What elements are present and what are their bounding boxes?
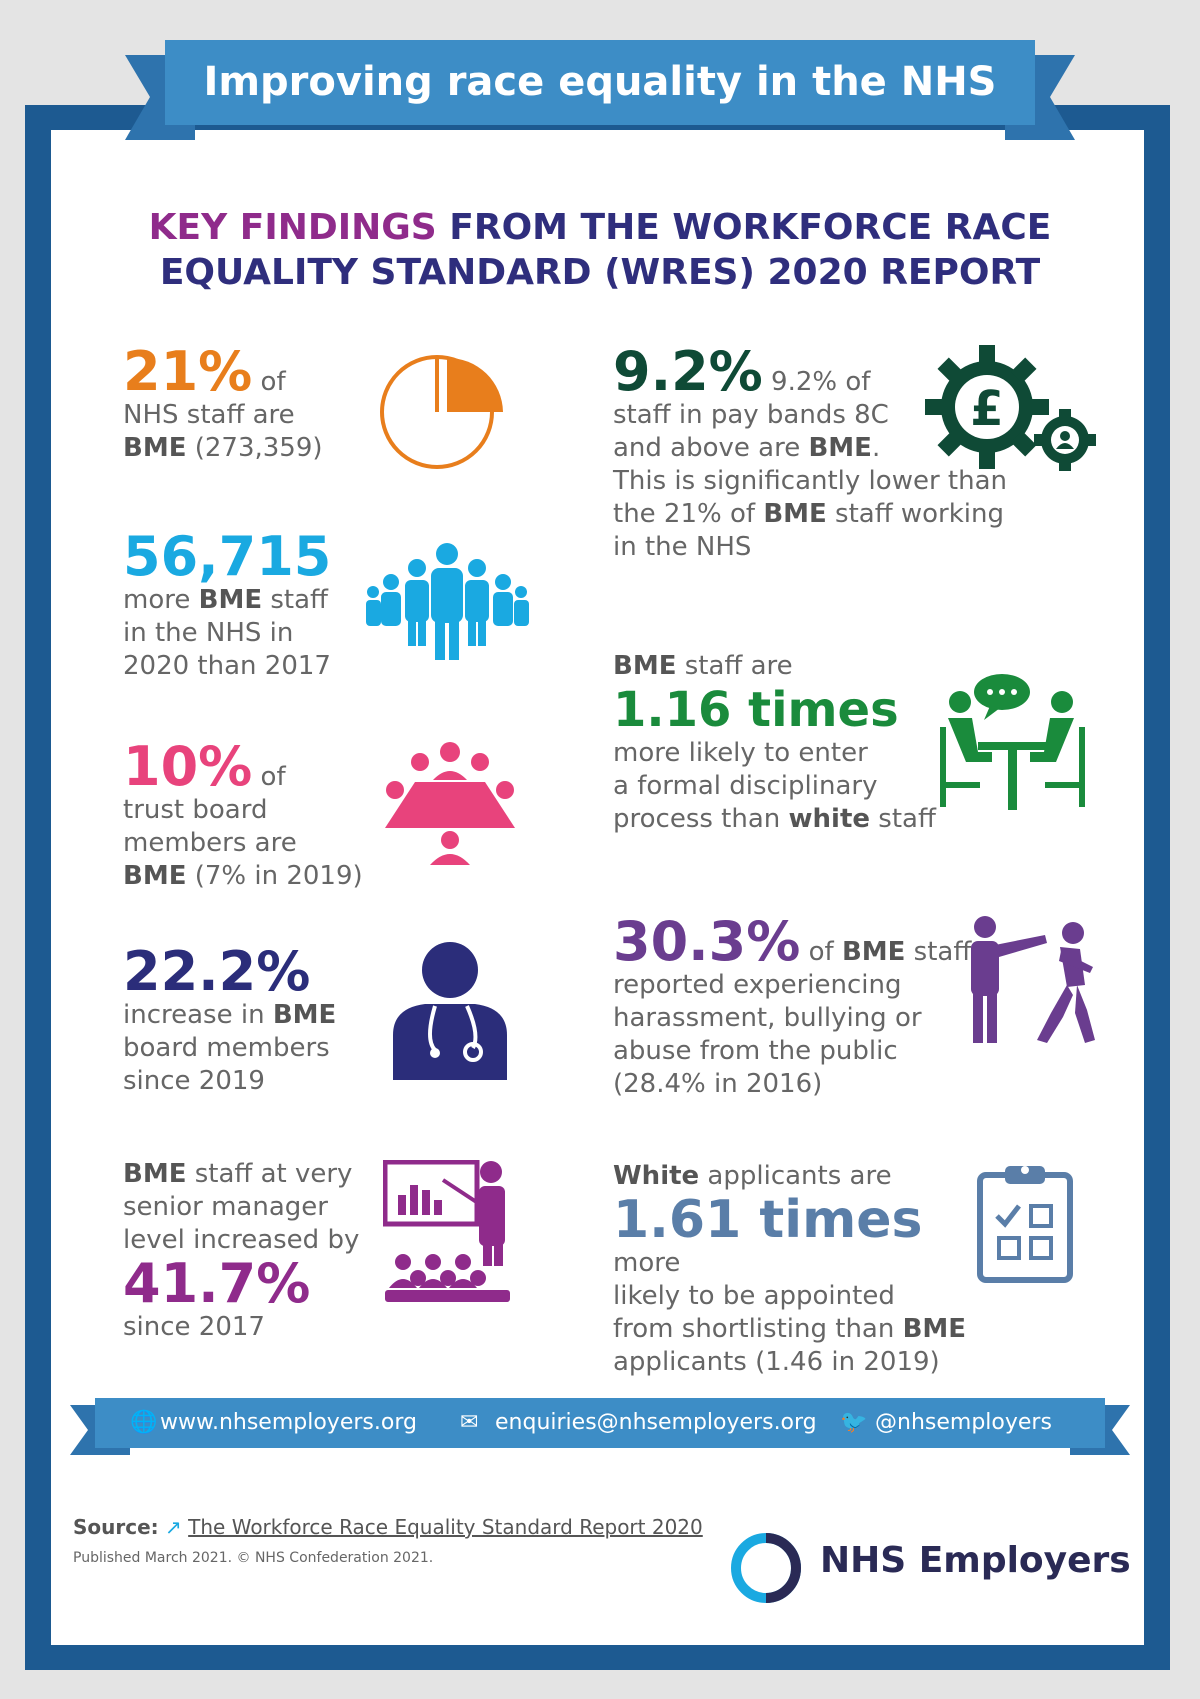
pie-chart-icon bbox=[380, 355, 503, 469]
stat-senior-manager: BME staff at very senior manager level i… bbox=[123, 1159, 360, 1342]
svg-text:£: £ bbox=[970, 381, 1003, 437]
nhs-employers-logo-icon bbox=[731, 1533, 801, 1603]
presentation-icon bbox=[383, 1160, 510, 1302]
nhs-employers-logo[interactable]: NHS Employers bbox=[820, 1540, 1131, 1581]
stat-pay-bands: 9.2% 9.2% of staff in pay bands 8C and a… bbox=[613, 340, 1007, 563]
envelope-icon: ✉ bbox=[460, 1410, 479, 1435]
crowd-icon bbox=[366, 543, 529, 660]
stat-harassment: 30.3% of BME staff reported experiencing… bbox=[613, 910, 972, 1100]
website-link[interactable]: www.nhsemployers.org bbox=[160, 1410, 417, 1435]
boardroom-icon bbox=[385, 742, 515, 865]
doctor-icon bbox=[393, 942, 507, 1080]
email-link[interactable]: enquiries@nhsemployers.org bbox=[495, 1410, 817, 1435]
source-line: Source: ↗ The Workforce Race Equality St… bbox=[73, 1515, 703, 1539]
external-link-icon: ↗ bbox=[165, 1515, 182, 1539]
contact-bar: 🌐 www.nhsemployers.org ✉ enquiries@nhsem… bbox=[95, 1398, 1105, 1448]
twitter-icon: 🐦 bbox=[840, 1410, 868, 1435]
stat-board-increase: 22.2% increase in BME board members sinc… bbox=[123, 940, 337, 1097]
stat-more-bme-staff: 56,715 more BME staff in the NHS in 2020… bbox=[123, 525, 332, 682]
pound-gear-icon: £ bbox=[925, 345, 1096, 471]
key-findings-heading: KEY FINDINGS FROM THE WORKFORCE RACE EQU… bbox=[148, 207, 1052, 293]
stat-appointments: White applicants are 1.61 times more lik… bbox=[613, 1161, 967, 1377]
meeting-icon bbox=[940, 674, 1085, 810]
published-note: Published March 2021. © NHS Confederatio… bbox=[73, 1550, 434, 1566]
stat-trust-board: 10% of trust board members are BME (7% i… bbox=[123, 735, 363, 892]
globe-icon: 🌐 bbox=[130, 1410, 158, 1435]
checklist-icon bbox=[977, 1166, 1073, 1283]
stat-disciplinary: BME staff are 1.16 times more likely to … bbox=[613, 651, 936, 834]
page-title: Improving race equality in the NHS bbox=[165, 40, 1035, 125]
source-link[interactable]: The Workforce Race Equality Standard Rep… bbox=[188, 1515, 703, 1539]
confrontation-icon bbox=[971, 916, 1095, 1043]
stat-bme-share: 21% of NHS staff are BME (273,359) bbox=[123, 340, 323, 464]
twitter-link[interactable]: @nhsemployers bbox=[875, 1410, 1052, 1435]
